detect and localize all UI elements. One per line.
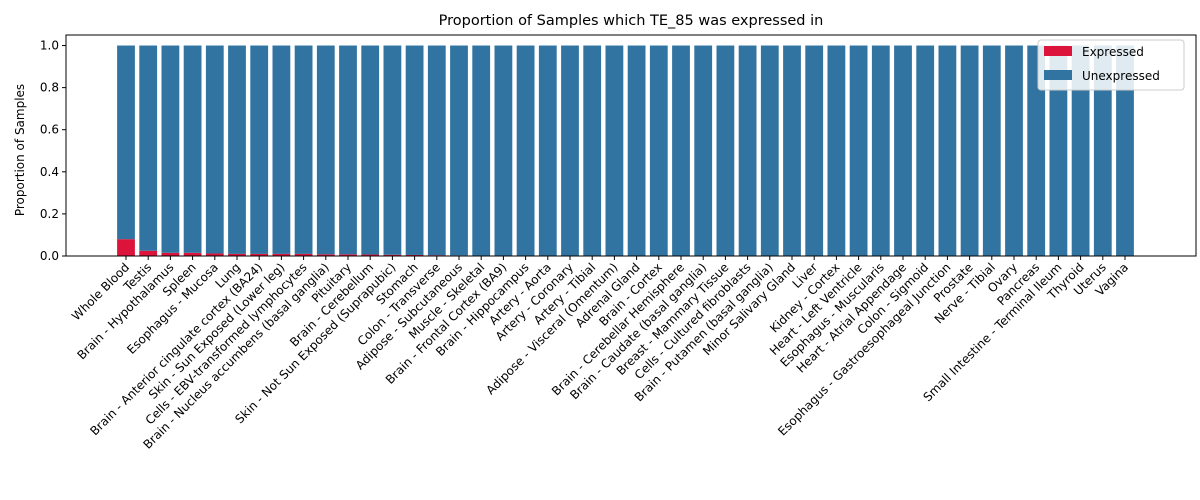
legend: Expressed Unexpressed	[1037, 39, 1185, 91]
y-tick-label: 0.4	[40, 165, 59, 179]
bar-unexpressed	[960, 45, 979, 257]
bar-expressed	[250, 253, 269, 256]
bar-unexpressed	[849, 45, 868, 257]
bar-unexpressed	[272, 45, 291, 254]
bar-unexpressed	[760, 45, 779, 257]
bar-expressed	[316, 254, 335, 256]
legend-swatch-expressed	[1044, 46, 1072, 56]
bar-unexpressed	[161, 45, 180, 253]
bar-unexpressed	[1005, 45, 1023, 257]
y-tick-label: 0.2	[40, 207, 59, 221]
bar-unexpressed	[672, 45, 690, 257]
bar-unexpressed	[561, 45, 579, 257]
bar-unexpressed	[1049, 45, 1068, 257]
bar-unexpressed	[294, 45, 313, 254]
y-axis-label: Proportion of Samples	[13, 84, 27, 216]
bar-unexpressed	[494, 45, 513, 257]
bar-unexpressed	[827, 45, 846, 257]
legend-label-expressed: Expressed	[1082, 45, 1144, 59]
bar-unexpressed	[117, 45, 135, 240]
bar-expressed	[361, 254, 380, 256]
bar-expressed	[205, 253, 224, 256]
plot-frame	[65, 34, 1197, 257]
legend-swatch-unexpressed	[1044, 70, 1072, 80]
bar-unexpressed	[183, 45, 202, 253]
bar-unexpressed	[805, 45, 824, 257]
bar-unexpressed	[405, 45, 424, 255]
bar-unexpressed	[982, 45, 1001, 257]
bar-unexpressed	[583, 45, 602, 257]
y-tick-label: 0.8	[40, 81, 59, 95]
bar-unexpressed	[627, 45, 646, 257]
bar-unexpressed	[694, 45, 713, 257]
bar-unexpressed	[516, 45, 535, 257]
bar-unexpressed	[250, 45, 269, 254]
bar-unexpressed	[139, 45, 158, 251]
bar-unexpressed	[1071, 45, 1090, 257]
legend-box	[1037, 39, 1185, 91]
chart-title: Proportion of Samples which TE_85 was ex…	[439, 13, 824, 29]
bar-unexpressed	[605, 45, 624, 257]
bar-expressed	[183, 252, 202, 256]
bar-unexpressed	[649, 45, 668, 257]
bar-unexpressed	[316, 45, 335, 255]
bar-unexpressed	[383, 45, 402, 255]
bar-unexpressed	[1116, 45, 1134, 257]
bar-unexpressed	[427, 45, 446, 256]
bar-expressed	[117, 239, 135, 256]
bar-unexpressed	[361, 45, 380, 255]
bar-unexpressed	[738, 45, 757, 257]
bar-unexpressed	[916, 45, 935, 257]
bar-unexpressed	[716, 45, 735, 257]
bar-expressed	[405, 254, 424, 256]
bar-unexpressed	[871, 45, 890, 257]
bar-unexpressed	[783, 45, 801, 257]
y-tick-label: 1.0	[40, 39, 59, 53]
bar-expressed	[161, 252, 180, 256]
legend-label-unexpressed: Unexpressed	[1082, 69, 1160, 83]
bar-unexpressed	[339, 45, 357, 255]
y-ticks: 0.0 0.2 0.4 0.6 0.8 1.0	[40, 39, 66, 263]
bar-unexpressed	[538, 45, 557, 257]
bar-expressed	[383, 254, 402, 256]
bar-unexpressed	[205, 45, 224, 254]
bar-expressed	[294, 253, 313, 256]
y-tick-label: 0.0	[40, 249, 59, 263]
y-tick-label: 0.6	[40, 123, 59, 137]
bar-expressed	[272, 253, 291, 256]
bar-unexpressed	[450, 45, 468, 256]
bar-unexpressed	[938, 45, 957, 257]
bar-unexpressed	[1093, 45, 1112, 257]
bar-unexpressed	[228, 45, 246, 254]
bar-expressed	[339, 254, 357, 256]
bars-group	[117, 45, 1134, 257]
bar-unexpressed	[894, 45, 912, 257]
bar-unexpressed	[472, 45, 491, 257]
bar-expressed	[139, 250, 158, 256]
bar-expressed	[228, 253, 246, 256]
bar-unexpressed	[1027, 45, 1046, 257]
